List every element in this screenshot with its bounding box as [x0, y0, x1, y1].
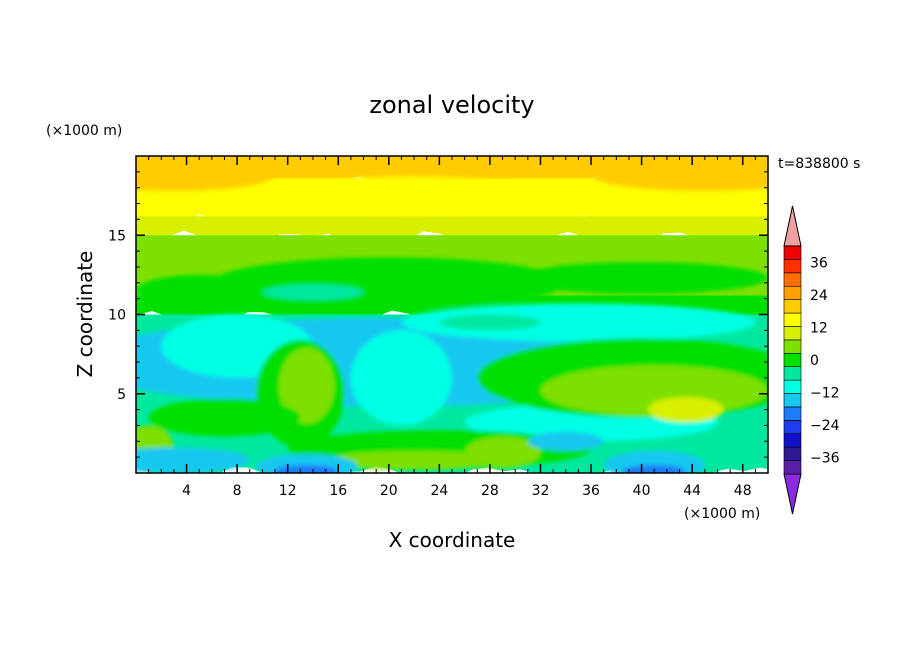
colorbar-extend-high: [783, 205, 802, 247]
contour-feature: [148, 398, 301, 437]
colorbar-extend-low: [783, 473, 802, 515]
colorbar-swatch: [783, 393, 802, 408]
colorbar-tick-label: 24: [810, 288, 828, 304]
x-tick-label: 44: [683, 483, 701, 499]
colorbar-tick-label: 12: [810, 320, 828, 336]
contour-feature: [439, 314, 541, 331]
y-axis-label: Z coordinate: [73, 251, 97, 378]
contour-feature: [136, 159, 276, 191]
x-axis-label: X coordinate: [389, 528, 516, 552]
y-axis-ticks: 5 10 15: [108, 171, 768, 458]
y-tick-label: 5: [117, 387, 126, 403]
colorbar-swatch: [783, 460, 802, 475]
colorbar-tick-label: −12: [810, 386, 840, 402]
x-tick-label: 24: [430, 483, 448, 499]
colorbar-swatch: [783, 433, 802, 448]
x-tick-label: 36: [582, 483, 600, 499]
colorbar-swatch: [783, 285, 802, 300]
contour-feature: [401, 303, 756, 342]
x-tick-label: 32: [532, 483, 550, 499]
contour-feature: [262, 284, 364, 301]
colorbar-swatch: [783, 406, 802, 421]
contour-feature: [211, 257, 566, 309]
y-tick-label: 10: [108, 308, 126, 324]
contour-feature: [278, 347, 335, 424]
contour-feature: [275, 465, 339, 473]
colorbar-tick-label: 36: [810, 255, 828, 271]
colorbar-swatch: [783, 326, 802, 341]
contour-feature: [312, 156, 566, 179]
x-unit-label: (×1000 m): [684, 506, 760, 522]
colorbar-swatch: [783, 446, 802, 461]
colorbar-tick-label: −24: [810, 418, 840, 434]
contour-feature: [515, 262, 768, 294]
colorbar-swatch: [783, 272, 802, 287]
colorbar-swatch: [783, 352, 802, 368]
contour-feature: [527, 431, 604, 451]
contour-feature: [591, 159, 768, 191]
y-tick-label: 15: [108, 228, 126, 244]
contour-feature: [325, 450, 503, 470]
x-tick-label: 40: [633, 483, 651, 499]
x-tick-label: 48: [734, 483, 752, 499]
colorbar-swatch: [783, 420, 802, 435]
chart-title: zonal velocity: [369, 91, 534, 119]
x-tick-label: 16: [329, 483, 347, 499]
x-axis-ticks: 4 8 12 16 20 24 28 32 36 40 44 48: [148, 156, 756, 499]
colorbar-tick-label: −36: [810, 451, 840, 467]
colorbar-swatch: [783, 379, 802, 394]
contour-feature: [136, 447, 250, 473]
contour-feature: [647, 396, 724, 423]
x-tick-label: 12: [279, 483, 297, 499]
colorbar-swatch: [783, 245, 802, 260]
colorbar: [783, 205, 802, 515]
colorbar-swatch: [783, 339, 802, 354]
time-label: t=838800 s: [778, 156, 860, 172]
colorbar-ticks: 36 24 12 0 −12 −24 −36: [810, 255, 840, 466]
colorbar-tick-label: 0: [810, 353, 819, 369]
velocity-field: [136, 156, 768, 473]
x-tick-label: 28: [481, 483, 499, 499]
x-tick-label: 8: [233, 483, 242, 499]
colorbar-swatch: [783, 299, 802, 314]
contour-feature: [287, 176, 541, 215]
x-tick-label: 20: [380, 483, 398, 499]
colorbar-swatch: [783, 366, 802, 381]
contour-feature: [603, 450, 705, 473]
contour-feature: [464, 436, 541, 469]
x-tick-label: 4: [182, 483, 191, 499]
colorbar-swatch: [783, 259, 802, 274]
colorbar-swatch: [783, 312, 802, 327]
y-unit-label: (×1000 m): [46, 123, 122, 139]
contour-feature: [136, 274, 263, 307]
contour-feature: [350, 330, 452, 426]
